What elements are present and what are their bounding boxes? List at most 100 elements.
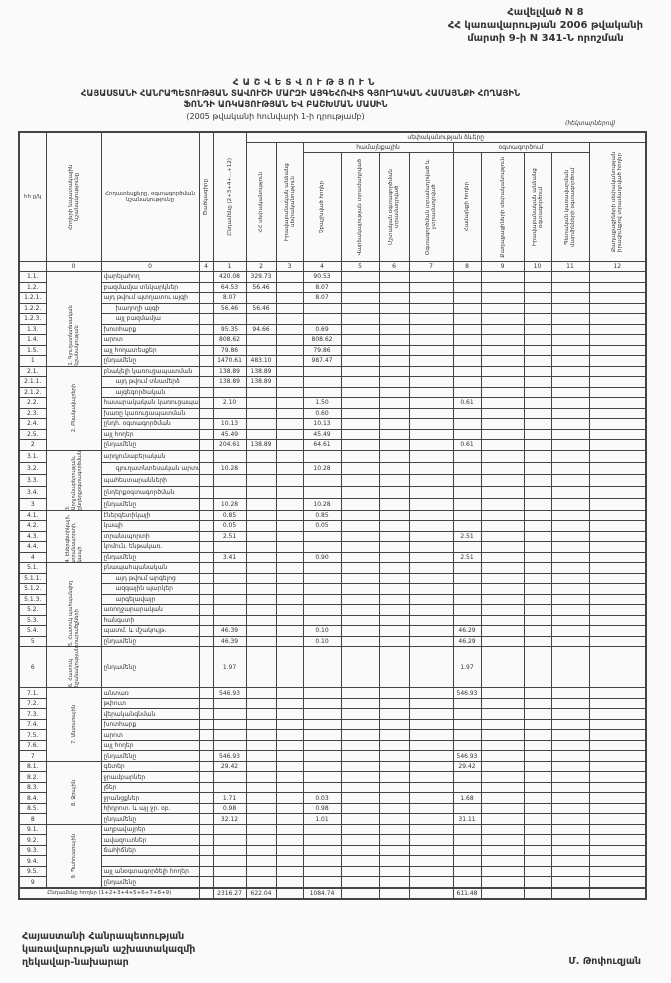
cipher-cell — [198, 718, 214, 731]
value-c8 — [452, 386, 482, 398]
column-number: 1 — [212, 261, 247, 272]
value-c12 — [588, 407, 647, 419]
position-line: Հայաստանի Հանրապետության — [22, 931, 185, 942]
value-c10 — [523, 771, 552, 783]
value-c4 — [302, 376, 342, 388]
column-number: 0 — [100, 261, 200, 272]
row-code: 2.2. — [18, 397, 47, 409]
total-c5 — [340, 886, 380, 900]
value-c7 — [408, 583, 454, 595]
document-subtitle-2: ՖՈՆԴԻ ԱՌԿԱՅՈՒԹՅԱՆ ԵՎ ԲԱՇԽՄԱՆ ՄԱՍԻՆ — [183, 100, 388, 110]
value-c2 — [245, 386, 277, 398]
value-c7 — [408, 530, 454, 543]
value-c11 — [550, 473, 590, 487]
table-row: 5.4. պատմ. և մշակույթ. 46.39 0.10 46.29 — [18, 625, 647, 637]
value-c5 — [340, 572, 380, 585]
value-c11 — [550, 646, 590, 689]
table-row: 5.1.1. այդ թվում արգելոց — [18, 572, 647, 585]
value-c12 — [588, 823, 647, 836]
value-c3 — [275, 530, 304, 543]
value-c10 — [523, 541, 552, 553]
value-c6 — [378, 697, 410, 710]
value-c2 — [245, 792, 277, 804]
cipher-cell — [198, 449, 214, 463]
row-name: ընդամենը — [100, 355, 200, 367]
table-row: 2 ընդամենը 204.61 138.89 64.61 0.61 — [18, 439, 647, 451]
cipher-cell — [198, 708, 214, 720]
value-c11 — [550, 365, 590, 377]
value-c9 — [480, 461, 525, 475]
value-c4: 45.49 — [302, 428, 342, 440]
value-c3 — [275, 781, 304, 794]
value-c7 — [408, 708, 454, 720]
value-c11 — [550, 449, 590, 463]
total-c1: 2316.27 — [212, 886, 247, 900]
value-c5 — [340, 473, 380, 487]
row-name: վարելահող — [100, 271, 200, 283]
value-c12 — [588, 604, 647, 616]
value-c4 — [302, 823, 342, 836]
value-c9 — [480, 844, 525, 857]
value-c11 — [550, 281, 590, 293]
value-c10 — [523, 593, 552, 606]
value-c4: 0.98 — [302, 802, 342, 815]
value-c3 — [275, 355, 304, 367]
value-c11 — [550, 834, 590, 846]
value-c5 — [340, 739, 380, 752]
value-c10 — [523, 802, 552, 815]
value-c9 — [480, 473, 525, 487]
value-c6 — [378, 376, 410, 388]
value-c5 — [340, 583, 380, 595]
value-c3 — [275, 344, 304, 356]
value-c1 — [212, 834, 247, 846]
value-c3 — [275, 834, 304, 846]
value-c5 — [340, 407, 380, 419]
table-row: 2.2. հասարակական կառուցապատման 2.10 1.50 0.6… — [18, 397, 647, 409]
value-c1 — [212, 562, 247, 574]
value-c3 — [275, 813, 304, 825]
value-c7 — [408, 418, 454, 430]
value-c2 — [245, 583, 277, 595]
table-row: 1.5. այլ հողատեսքեր 79.86 79.86 — [18, 344, 647, 356]
value-c2: 138.89 — [245, 439, 277, 451]
value-c8 — [452, 729, 482, 741]
value-c11 — [550, 344, 590, 356]
value-c1 — [212, 876, 247, 889]
value-c1: 3.41 — [212, 551, 247, 564]
value-c8: 546.93 — [452, 750, 482, 762]
value-c11 — [550, 509, 590, 522]
value-c9 — [480, 646, 525, 689]
value-c1: 10.28 — [212, 461, 247, 475]
value-c11 — [550, 729, 590, 741]
value-c6 — [378, 530, 410, 543]
cipher-cell — [198, 781, 214, 794]
row-code: 1.2.1. — [18, 292, 47, 304]
value-c11 — [550, 541, 590, 553]
total-c7 — [408, 886, 454, 900]
value-c6 — [378, 334, 410, 346]
row-code: 8.1. — [18, 760, 47, 773]
cipher-cell — [198, 625, 214, 637]
value-c7 — [408, 485, 454, 499]
table-row: 3.1. 3. Արդյունաբերության, ընդերքօգտագործ… — [18, 449, 647, 511]
value-c11 — [550, 302, 590, 314]
value-c6 — [378, 708, 410, 720]
value-c11 — [550, 376, 590, 388]
value-c1: 138.89 — [212, 376, 247, 388]
value-c11 — [550, 855, 590, 867]
column-number: 0 — [45, 261, 102, 272]
value-c11 — [550, 439, 590, 451]
value-c7 — [408, 646, 454, 689]
row-code: 9.4. — [18, 855, 47, 867]
value-c8 — [452, 376, 482, 388]
row-code: 7 — [18, 750, 47, 762]
cipher-cell — [198, 792, 214, 804]
value-c2 — [245, 497, 277, 511]
column-number-row: 0 0 4 1 2 3 4 5 6 7 8 9 10 11 12 — [18, 261, 647, 272]
value-c10 — [523, 604, 552, 616]
row-name: խաղողի այգի — [100, 302, 200, 314]
value-c8 — [452, 708, 482, 720]
value-c12 — [588, 750, 647, 762]
value-c3 — [275, 823, 304, 836]
value-c8 — [452, 855, 482, 867]
